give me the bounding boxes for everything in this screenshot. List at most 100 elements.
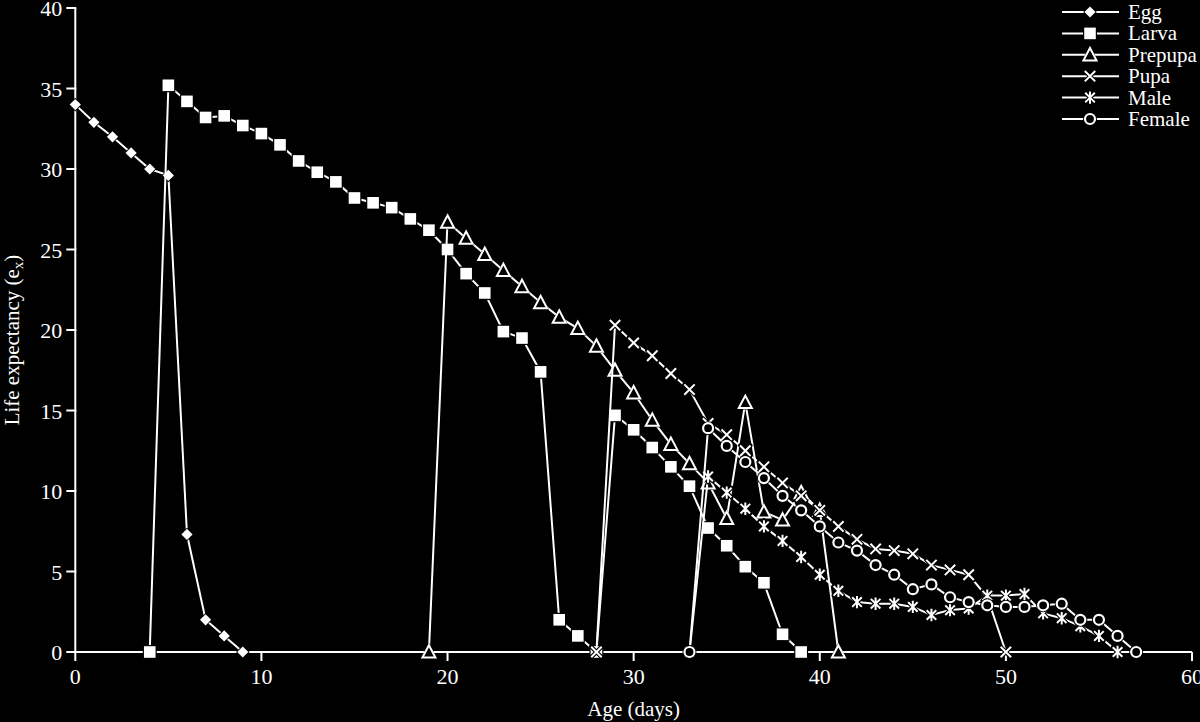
chart-svg: 01020304050600510152025303540Age (days)L… [0,0,1200,722]
circle-marker [852,546,862,556]
square-marker [758,577,770,589]
circle-marker [1019,602,1029,612]
legend-item-pupa: Pupa [1062,64,1171,88]
legend-item-larva: Larva [1062,21,1178,45]
square-marker [442,244,454,256]
y-tick-label: 20 [40,318,62,343]
legend-item-prepupa: Prepupa [1062,43,1197,67]
triangle-marker [441,215,454,227]
y-tick-label: 35 [40,77,62,102]
star-marker [741,503,751,515]
square-marker [516,332,528,344]
square-marker [1084,28,1096,40]
legend-item-egg: Egg [1062,0,1162,24]
x-marker [722,429,732,439]
circle-marker [1001,602,1011,612]
legend-label: Larva [1128,21,1178,45]
x-marker [666,368,676,378]
square-marker [535,366,547,378]
y-tick-label: 5 [51,560,62,585]
square-marker [218,110,230,122]
series-larva [143,78,808,659]
y-tick-label: 30 [40,157,62,182]
square-marker [740,561,752,573]
circle-marker [796,505,806,515]
square-marker [479,287,491,299]
circle-marker [684,647,694,657]
x-tick-label: 40 [809,664,831,689]
circle-marker [722,441,732,451]
circle-marker [740,457,750,467]
star-marker [834,585,844,597]
y-tick-label: 0 [51,640,62,665]
circle-marker [871,560,881,570]
circle-marker [908,584,918,594]
x-marker [647,351,657,361]
square-marker [200,112,212,124]
circle-marker [964,597,974,607]
square-marker [311,166,323,178]
chart: 01020304050600510152025303540Age (days)L… [0,0,1200,722]
x-marker [852,534,862,544]
series-line [690,477,1118,653]
legend: EggLarvaPrepupaPupaMaleFemale [1062,0,1197,131]
star-marker [759,520,769,532]
legend-label: Pupa [1128,64,1171,88]
square-marker [330,176,342,188]
square-marker [646,442,658,454]
square-marker [144,646,156,658]
circle-marker [778,491,788,501]
circle-marker [982,600,992,610]
legend-label: Egg [1128,0,1162,24]
legend-label: Prepupa [1128,43,1197,67]
square-marker [163,79,175,91]
square-marker [777,628,789,640]
star-marker [778,535,788,547]
star-marker [796,551,806,563]
x-marker [833,521,843,531]
circle-marker [1094,615,1104,625]
circle-marker [759,473,769,483]
star-marker [1094,630,1104,642]
square-marker [237,120,249,132]
square-marker [367,197,379,209]
diamond-marker [181,529,192,540]
x-tick-label: 50 [995,664,1017,689]
x-marker [777,478,787,488]
square-marker [256,128,268,140]
legend-label: Female [1128,107,1190,131]
legend-item-male: Male [1062,86,1171,110]
square-marker [181,96,193,108]
legend-label: Male [1128,86,1171,110]
triangle-marker [720,512,733,524]
triangle-marker [739,396,752,408]
axes: 01020304050600510152025303540 [40,0,1200,689]
x-marker [740,446,750,456]
y-tick-label: 15 [40,399,62,424]
series-line [150,85,802,652]
x-marker [759,462,769,472]
circle-marker [815,521,825,531]
square-marker [274,139,286,151]
triangle-marker [553,310,566,322]
y-tick-label: 10 [40,479,62,504]
square-marker [628,424,640,436]
circle-marker [1075,615,1085,625]
square-marker [684,480,696,492]
circle-marker [889,570,899,580]
x-marker [628,338,638,348]
y-tick-label: 40 [40,0,62,21]
x-tick-label: 0 [70,664,81,689]
circle-marker [945,592,955,602]
square-marker [293,155,305,167]
triangle-marker [571,322,584,334]
square-marker [553,614,565,626]
square-marker [721,540,733,552]
circle-marker [1085,114,1095,124]
square-marker [665,461,677,473]
square-marker [386,202,398,214]
x-tick-label: 60 [1181,664,1200,689]
legend-item-female: Female [1062,107,1190,131]
x-marker [684,384,694,394]
circle-marker [1113,631,1123,641]
